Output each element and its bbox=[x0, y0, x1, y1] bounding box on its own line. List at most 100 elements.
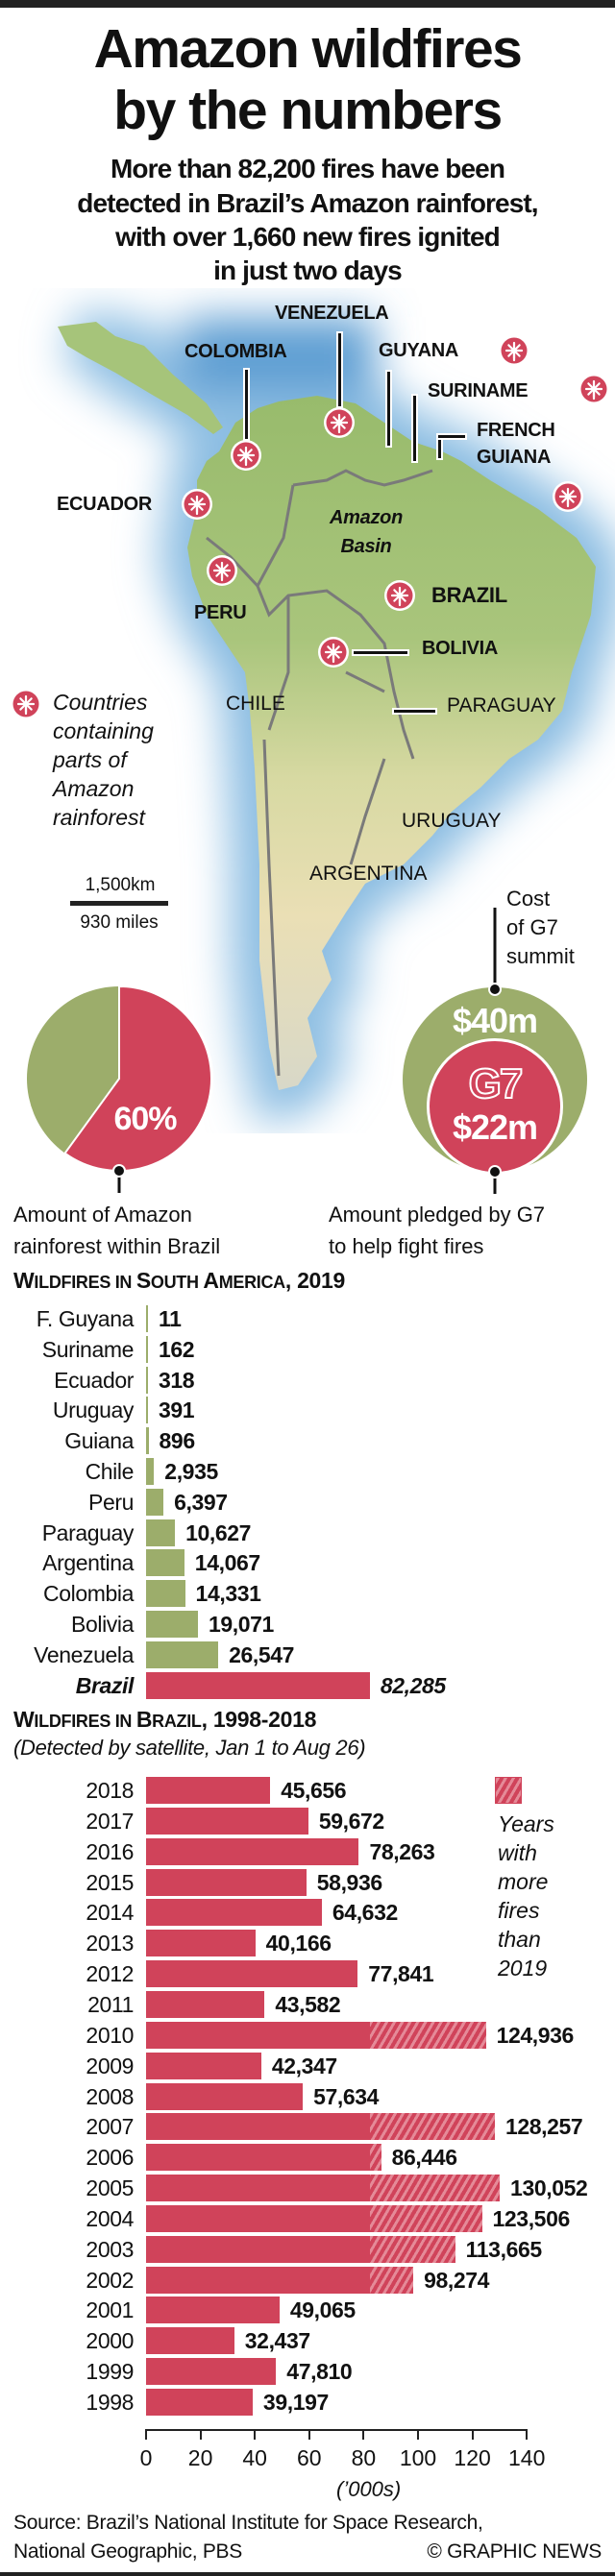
g7-cost-label: Cost of G7 summit bbox=[506, 885, 575, 971]
bar-value-label: 47,810 bbox=[286, 2359, 353, 2385]
subtitle-line-3: with over 1,660 new fires ignited bbox=[115, 222, 501, 252]
bar bbox=[146, 1960, 358, 1988]
pie-value-label: 60% bbox=[113, 1101, 177, 1137]
legend-line: than bbox=[498, 1927, 541, 1952]
x-axis-tick bbox=[254, 2429, 257, 2440]
credit: © GRAPHIC NEWS bbox=[427, 2540, 602, 2563]
g7-pledge-circle bbox=[430, 1041, 560, 1172]
bar-category-label: 2009 bbox=[86, 2053, 134, 2078]
bar-value-label: 49,065 bbox=[289, 2297, 356, 2323]
legend-line: Amazon bbox=[53, 776, 135, 801]
bar-value-label: 130,052 bbox=[510, 2175, 588, 2201]
map-label-brazil: BRAZIL bbox=[431, 583, 507, 607]
bar-value-label: 40,166 bbox=[265, 1931, 332, 1956]
legend-line: with bbox=[498, 1840, 537, 1865]
bar-category-label: 2014 bbox=[86, 1900, 134, 1926]
bar bbox=[146, 1990, 265, 2018]
legend-line: containing bbox=[53, 718, 154, 743]
rainforest-country-icon bbox=[323, 406, 356, 439]
map-label-paraguay: PARAGUAY bbox=[447, 694, 556, 717]
chart2-title: WILDFIRES IN BRAZIL, 1998-2018 bbox=[13, 1707, 317, 1732]
top-rule bbox=[0, 0, 615, 8]
south-america-land bbox=[187, 396, 596, 1090]
bar bbox=[146, 2327, 234, 2355]
bar-category-label: Bolivia bbox=[71, 1612, 134, 1637]
country-borders bbox=[206, 469, 433, 1077]
french-guiana-leader-line bbox=[438, 436, 441, 458]
map-label-colombia: COLOMBIA bbox=[184, 341, 287, 362]
bar bbox=[146, 1305, 148, 1332]
bar-value-label: 82,285 bbox=[380, 1672, 446, 1698]
g7-logo: G7 bbox=[468, 1059, 525, 1108]
rainforest-country-icon bbox=[230, 439, 262, 472]
scale-miles: 930 miles bbox=[80, 912, 159, 933]
x-axis-tick bbox=[199, 2429, 202, 2440]
suriname-leader-line bbox=[413, 396, 416, 461]
rainforest-country-icon bbox=[317, 636, 350, 668]
bar bbox=[146, 2052, 261, 2079]
x-axis-tick bbox=[308, 2429, 310, 2440]
rainforest-country-icon bbox=[552, 480, 584, 513]
x-axis-tick bbox=[145, 2429, 147, 2440]
bar bbox=[146, 1899, 322, 1927]
bar bbox=[146, 1335, 148, 1363]
bar bbox=[146, 1807, 308, 1835]
brazil-share-pie bbox=[25, 984, 213, 1193]
bar bbox=[146, 1640, 219, 1668]
map-label-amazon-basin-1: Amazon bbox=[330, 507, 403, 528]
bar bbox=[146, 1671, 370, 1699]
bar-value-label: 43,582 bbox=[275, 1991, 341, 2017]
scale-km: 1,500km bbox=[85, 875, 156, 895]
bar-hatched-excess bbox=[369, 2144, 381, 2172]
bar-value-label: 32,437 bbox=[244, 2328, 310, 2354]
bar-hatched-excess bbox=[369, 2204, 482, 2232]
map-label-suriname: SURINAME bbox=[428, 380, 529, 401]
bar-category-label: 2018 bbox=[86, 1778, 134, 1803]
bar-value-label: 39,197 bbox=[262, 2390, 329, 2415]
x-axis-label: (’000s) bbox=[336, 2477, 402, 2501]
x-axis-tick-label: 120 bbox=[454, 2445, 491, 2470]
g7-pledge-value: $22m bbox=[452, 1107, 538, 1147]
bar bbox=[146, 1427, 149, 1455]
bar-category-label: 2015 bbox=[86, 1869, 134, 1895]
rainforest-country-icon bbox=[498, 334, 530, 367]
x-axis-tick bbox=[362, 2429, 365, 2440]
rainforest-country-icon bbox=[181, 488, 213, 521]
bar-category-label: Argentina bbox=[42, 1550, 134, 1576]
bar bbox=[146, 2144, 381, 2172]
bar-category-label: Chile bbox=[85, 1459, 135, 1484]
cost-line: Cost bbox=[506, 887, 551, 911]
map-label-amazon-basin-2: Basin bbox=[340, 536, 392, 557]
subtitle-line-4: in just two days bbox=[213, 255, 403, 285]
bar-value-label: 42,347 bbox=[271, 2053, 337, 2078]
g7-cost-value: $40m bbox=[452, 1001, 538, 1040]
cost-line: summit bbox=[506, 944, 575, 968]
bar-category-label: 2004 bbox=[86, 2205, 134, 2231]
g7-cost-circles bbox=[401, 908, 589, 1194]
legend-line: Years bbox=[498, 1811, 554, 1836]
bar bbox=[146, 1519, 176, 1546]
bar-category-label: 2002 bbox=[86, 2267, 134, 2293]
rainforest-country-icon bbox=[206, 554, 238, 587]
bar-category-label: 1999 bbox=[86, 2359, 134, 2385]
x-axis-tick bbox=[417, 2429, 419, 2440]
x-axis-tick bbox=[526, 2429, 529, 2440]
guyana-leader-line bbox=[387, 372, 390, 446]
bar-category-label: Peru bbox=[88, 1489, 134, 1515]
bar-value-label: 45,656 bbox=[281, 1778, 347, 1803]
map-label-ecuador: ECUADOR bbox=[57, 494, 153, 515]
colombia-leader-line bbox=[245, 370, 248, 439]
bar bbox=[146, 2266, 414, 2294]
chart1-title: WILDFIRES IN SOUTH AMERICA, 2019 bbox=[13, 1268, 346, 1293]
french-guiana-leader-line-h bbox=[438, 435, 465, 438]
map-label-venezuela: VENEZUELA bbox=[275, 303, 389, 324]
rainforest-country-icon bbox=[578, 373, 610, 405]
x-axis-tick-label: 60 bbox=[297, 2445, 322, 2470]
map-legend: Countries containing parts of Amazon rai… bbox=[53, 688, 154, 832]
legend-line: parts of bbox=[53, 747, 127, 772]
bar bbox=[146, 2389, 253, 2416]
x-axis-tick-label: 80 bbox=[351, 2445, 377, 2470]
bar-category-label: 2012 bbox=[86, 1961, 134, 1987]
bar bbox=[146, 1868, 307, 1896]
cost-line: of G7 bbox=[506, 915, 558, 939]
